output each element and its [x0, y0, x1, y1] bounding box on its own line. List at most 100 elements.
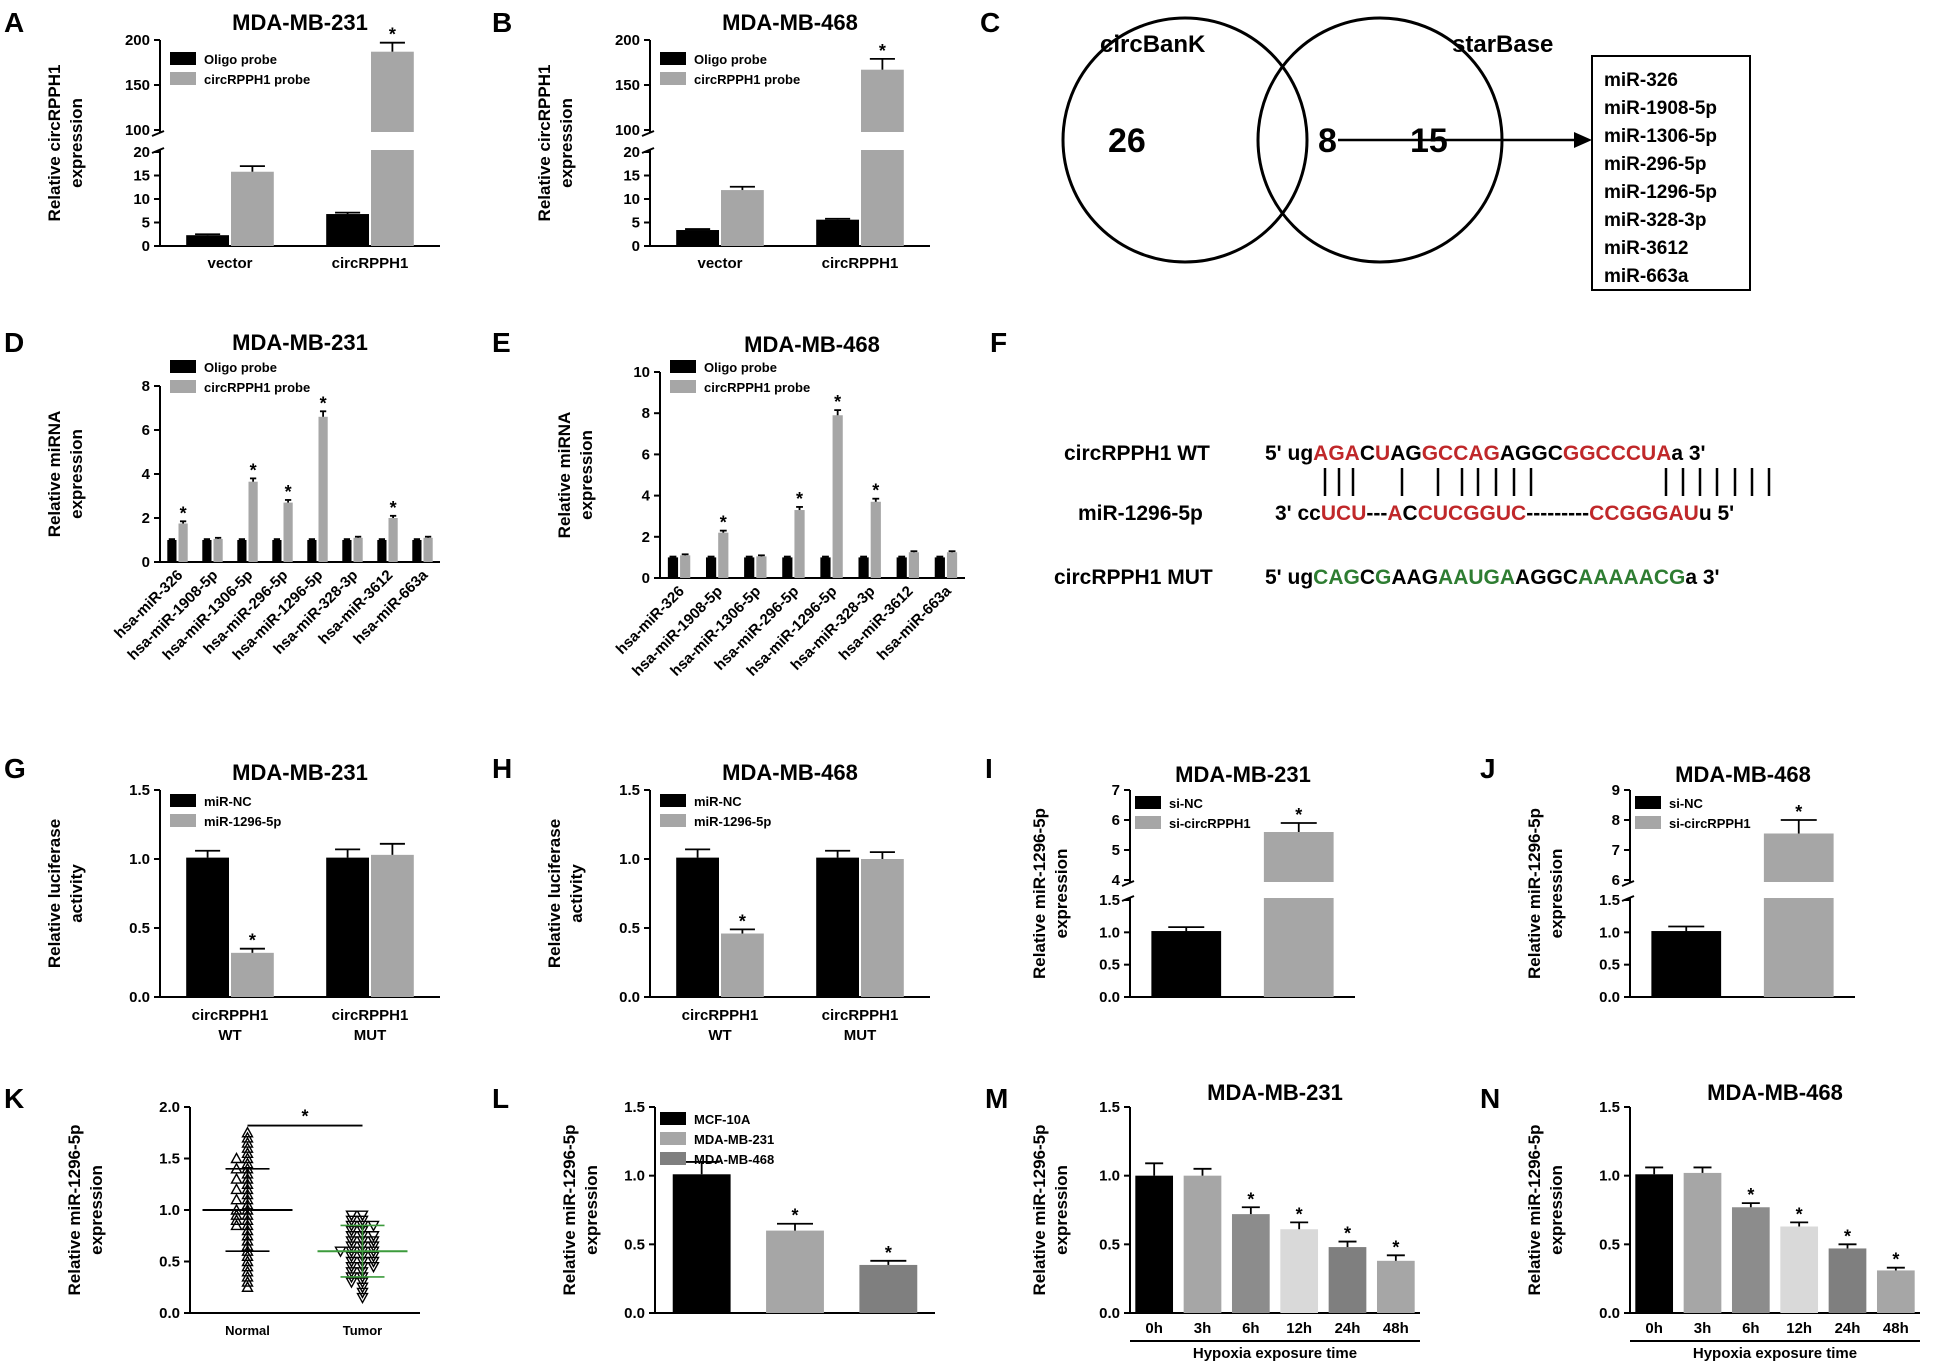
sequence-run: C — [1360, 442, 1375, 465]
x-tick-label: 0h — [1645, 1320, 1663, 1337]
significance-star: * — [249, 931, 256, 951]
significance-star: * — [1344, 1224, 1351, 1244]
bar — [326, 857, 369, 997]
chart-panel-l: 0.0 0.5 1.0 1.5 Relative miR-1296-5p expressi… — [560, 1099, 935, 1322]
legend-swatch — [670, 360, 696, 373]
sequence-run: AGGC — [1515, 566, 1578, 589]
legend-label: miR-1296-5p — [694, 814, 771, 829]
bar-break-gap — [1261, 882, 1336, 898]
bar — [377, 540, 387, 562]
bar — [231, 171, 274, 246]
significance-star: * — [1392, 1237, 1399, 1257]
data-point — [241, 1275, 254, 1287]
y-tick-label: 0 — [632, 238, 640, 255]
bar — [718, 532, 729, 578]
bar — [1780, 1226, 1819, 1313]
legend-label: Oligo probe — [204, 360, 277, 375]
legend-label: MCF-10A — [694, 1112, 751, 1127]
bar — [307, 540, 317, 562]
significance-star: * — [390, 498, 397, 518]
significance-star: * — [389, 25, 396, 45]
y-tick-label: 1.0 — [624, 1168, 645, 1185]
sequence-run: u 5' — [1699, 502, 1734, 525]
y-tick-label: 4 — [642, 488, 651, 505]
bar-break-gap — [369, 132, 416, 150]
bar — [859, 1264, 918, 1313]
bar — [676, 230, 719, 246]
bar — [1635, 1174, 1674, 1313]
legend-swatch — [170, 72, 196, 85]
y-axis-label: Relative circRPPH1 — [535, 65, 554, 222]
sequence-run: GGCCCUA — [1563, 442, 1672, 465]
sequence-run: AG — [1390, 442, 1422, 465]
sequence-run: a 3' — [1685, 566, 1719, 589]
significance-star: * — [285, 482, 292, 502]
y-tick-label: 1.0 — [1099, 1168, 1120, 1185]
y-tick-label: 1.0 — [1099, 924, 1120, 941]
data-point — [367, 1261, 380, 1274]
legend-swatch — [170, 52, 196, 65]
y-tick-label: 6 — [642, 446, 650, 463]
y-tick-label: 2.0 — [159, 1099, 180, 1116]
bar — [794, 510, 805, 578]
data-point — [230, 1193, 243, 1205]
significance-star: * — [1747, 1185, 1754, 1205]
legend-label: Oligo probe — [204, 52, 277, 67]
chart-title: MDA-MB-468 — [722, 760, 858, 785]
axis-break-mark — [641, 147, 655, 154]
bar — [353, 537, 363, 562]
y-axis-label: activity — [67, 864, 86, 923]
axis-break-gap — [152, 132, 168, 150]
legend-swatch — [1135, 796, 1161, 809]
legend-label: circRPPH1 probe — [694, 72, 800, 87]
y-tick-label: 1.5 — [1099, 892, 1120, 909]
axis-break-mark — [151, 147, 165, 154]
x-tick-label: circRPPH1 — [332, 1007, 409, 1024]
bar — [756, 556, 767, 578]
chart-panel-n: 0.0 0.5 1.0 1.5 MDA-MB-468 Relative miR-1296-… — [1525, 1080, 1920, 1362]
panel-label-f: F — [990, 327, 1007, 358]
y-tick-label: 1.5 — [624, 1099, 645, 1116]
legend-label: Oligo probe — [694, 52, 767, 67]
bar — [1828, 1248, 1867, 1313]
significance-star: * — [1844, 1226, 1851, 1246]
y-axis-label: expression — [1052, 849, 1071, 939]
sequence-run: CU — [1418, 502, 1448, 525]
y-tick-label: 1.5 — [619, 782, 640, 799]
chart-panel-h: 0.0 0.5 1.0 1.5 MDA-MB-468 Relative luciferas… — [545, 760, 930, 1044]
significance-star: * — [1796, 1204, 1803, 1224]
data-point — [356, 1292, 369, 1304]
significance-star: * — [834, 392, 841, 412]
mirna-list-item: miR-663a — [1604, 266, 1689, 287]
bar — [1263, 832, 1334, 997]
bar — [283, 502, 293, 562]
chart-title: MDA-MB-468 — [1675, 762, 1811, 787]
data-point — [345, 1277, 358, 1289]
y-tick-label: 7 — [1112, 782, 1120, 799]
bar — [820, 557, 831, 578]
sequence-run: AAG — [1391, 566, 1438, 589]
y-tick-label: 0.5 — [1599, 957, 1620, 974]
y-tick-label: 0.5 — [619, 920, 640, 937]
y-tick-label: 0.0 — [619, 989, 640, 1006]
venn-count-overlap: 8 — [1318, 122, 1337, 160]
x-tick-label: MUT — [844, 1027, 877, 1044]
legend-swatch — [660, 794, 686, 807]
y-tick-label: 200 — [125, 32, 150, 49]
x-tick-label: circRPPH1 — [332, 255, 409, 272]
y-tick-label: 15 — [133, 168, 150, 185]
y-axis-label: expression — [1052, 1165, 1071, 1255]
significance-star: * — [1892, 1250, 1899, 1270]
y-tick-label: 9 — [1612, 782, 1620, 799]
bar — [412, 540, 422, 562]
y-tick-label: 6 — [1112, 812, 1120, 829]
axis-break-mark — [151, 130, 165, 137]
x-tick-label: 12h — [1286, 1320, 1312, 1337]
x-tick-label: WT — [218, 1027, 241, 1044]
y-tick-label: 8 — [642, 405, 650, 422]
bar — [318, 416, 328, 562]
bar — [1683, 1172, 1722, 1313]
mirna-list-item: miR-1908-5p — [1604, 98, 1717, 119]
venn-label-starbase: starBase — [1452, 31, 1553, 58]
legend-label: circRPPH1 probe — [204, 72, 310, 87]
